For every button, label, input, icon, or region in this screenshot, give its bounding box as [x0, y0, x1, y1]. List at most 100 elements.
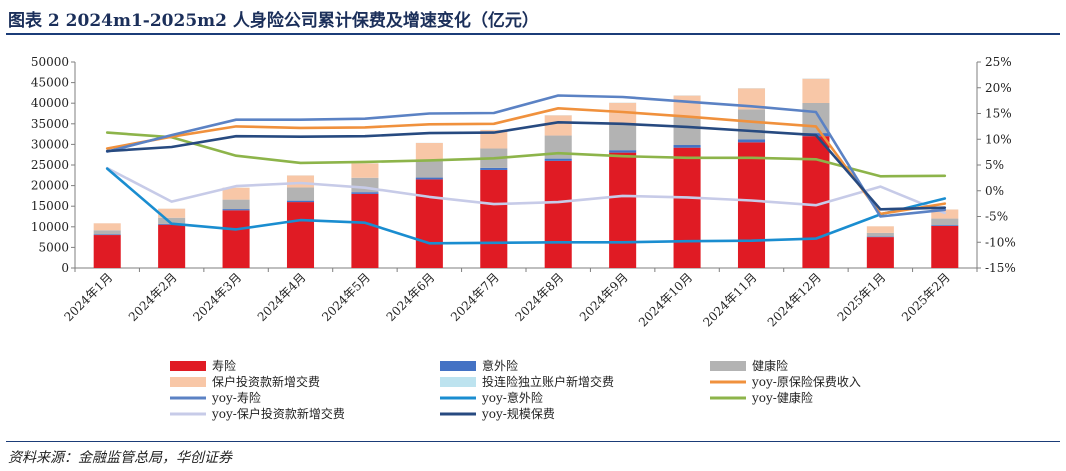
source-rule	[6, 441, 1060, 442]
legend-swatch	[170, 361, 206, 371]
right-tick-label: -15%	[985, 261, 1016, 275]
accident-bar	[286, 200, 315, 203]
yoy-health-line	[105, 131, 947, 178]
accident-bar	[544, 158, 572, 161]
x-tick-label: 2024年12月	[765, 270, 824, 329]
legend-swatch	[710, 361, 746, 371]
yoy-life-line	[105, 94, 947, 218]
invest-bar	[351, 163, 379, 178]
life-bar	[673, 147, 701, 268]
invest-bar	[802, 78, 830, 103]
accident-bar	[737, 139, 766, 143]
life-bar	[931, 225, 959, 268]
left-tick-label: 20000	[31, 179, 69, 193]
life-bar	[222, 210, 250, 268]
right-tick-label: 5%	[985, 158, 1004, 172]
source-note: 资料来源：金融监管总局，华创证券	[8, 450, 232, 466]
x-tick-label: 2024年6月	[384, 270, 438, 324]
right-tick-label: -10%	[985, 235, 1016, 249]
life-bar	[158, 224, 186, 268]
x-tick-label: 2024年8月	[512, 270, 566, 324]
life-bar	[609, 152, 637, 268]
legend-label: 投连险独立账户新增交费	[482, 374, 614, 389]
left-tick-label: 5000	[38, 240, 69, 254]
x-tick-label: 2024年9月	[577, 270, 631, 324]
yoy-scale-line	[105, 121, 947, 211]
x-tick-label: 2024年1月	[61, 270, 115, 324]
legend-label: 健康险	[752, 358, 788, 373]
yoy-orig-line	[105, 107, 947, 216]
x-tick-label: 2024年2月	[126, 270, 180, 324]
invest-bar	[866, 226, 894, 233]
invest-bar	[222, 187, 250, 200]
right-tick-label: 0%	[985, 184, 1004, 198]
x-tick-label: 2024年7月	[448, 270, 502, 324]
invest-bar	[544, 115, 572, 136]
health-bar	[931, 218, 959, 226]
x-tick-label: 2024年4月	[255, 270, 309, 324]
health-bar	[866, 232, 894, 237]
legend-label: 保户投资款新增交费	[212, 374, 320, 389]
accident-bar	[351, 192, 379, 194]
life-bar	[351, 193, 379, 268]
x-tick-label: 2025年1月	[835, 270, 889, 324]
left-tick-label: 0	[61, 261, 69, 275]
accident-bar	[222, 209, 250, 211]
accident-bar	[673, 145, 701, 148]
life-bar	[415, 179, 443, 268]
legend-label: yoy-意外险	[481, 390, 543, 405]
legend-label: yoy-规模保费	[481, 406, 555, 421]
right-tick-label: 20%	[985, 81, 1012, 95]
left-tick-label: 15000	[31, 199, 69, 213]
legend-label: yoy-原保险保费收入	[751, 374, 861, 389]
yoy-invest-line	[105, 166, 947, 215]
left-tick-label: 25000	[31, 158, 69, 172]
health-bar	[286, 187, 315, 201]
invest-bar	[286, 175, 315, 188]
left-tick-label: 40000	[31, 96, 69, 110]
accident-bar	[93, 234, 121, 236]
invest-bar	[480, 129, 508, 149]
life-bar	[544, 160, 572, 268]
right-tick-label: -5%	[985, 210, 1008, 224]
invest-bar	[737, 88, 766, 110]
accident-bar	[609, 150, 637, 153]
health-bar	[222, 199, 250, 210]
accident-bar	[931, 225, 959, 226]
legend-label: yoy-保户投资款新增交费	[211, 406, 345, 421]
legend-label: yoy-健康险	[751, 390, 813, 405]
chart-title: 图表 2 2024m1-2025m2 人身险公司累计保费及增速变化（亿元）	[8, 11, 539, 31]
left-tick-label: 50000	[31, 55, 69, 69]
x-tick-label: 2024年11月	[700, 270, 759, 329]
legend-label: yoy-寿险	[211, 390, 261, 405]
title-rule	[6, 33, 1060, 35]
right-tick-label: 15%	[985, 107, 1012, 121]
x-tick-label: 2024年3月	[190, 270, 244, 324]
chart-canvas: 0 5000 10000 15000 20000 25000 30000 35000 40000…	[31, 55, 1016, 421]
right-tick-label: 10%	[985, 132, 1012, 146]
life-bar	[480, 169, 508, 268]
health-bar	[737, 109, 766, 140]
legend-swatch	[170, 377, 206, 387]
legend-label: 意外险	[482, 358, 518, 373]
left-tick-label: 45000	[31, 76, 69, 90]
accident-bar	[480, 167, 508, 170]
health-bar	[93, 230, 121, 235]
x-tick-label: 2024年10月	[636, 270, 695, 329]
invest-bar	[158, 208, 186, 218]
invest-bar	[673, 95, 701, 118]
left-tick-label: 35000	[31, 117, 69, 131]
legend-swatch	[440, 361, 476, 371]
x-tick-label: 2025年2月	[899, 270, 953, 324]
health-bar	[415, 160, 443, 178]
x-tick-label: 2024年5月	[319, 270, 373, 324]
right-tick-label: 25%	[985, 55, 1012, 69]
left-tick-label: 10000	[31, 220, 69, 234]
health-bar	[609, 123, 637, 151]
yoy-accident-line	[105, 167, 947, 245]
accident-bar	[415, 177, 443, 180]
life-bar	[286, 202, 315, 268]
life-bar	[93, 235, 121, 268]
life-bar	[866, 237, 894, 268]
left-tick-label: 30000	[31, 137, 69, 151]
